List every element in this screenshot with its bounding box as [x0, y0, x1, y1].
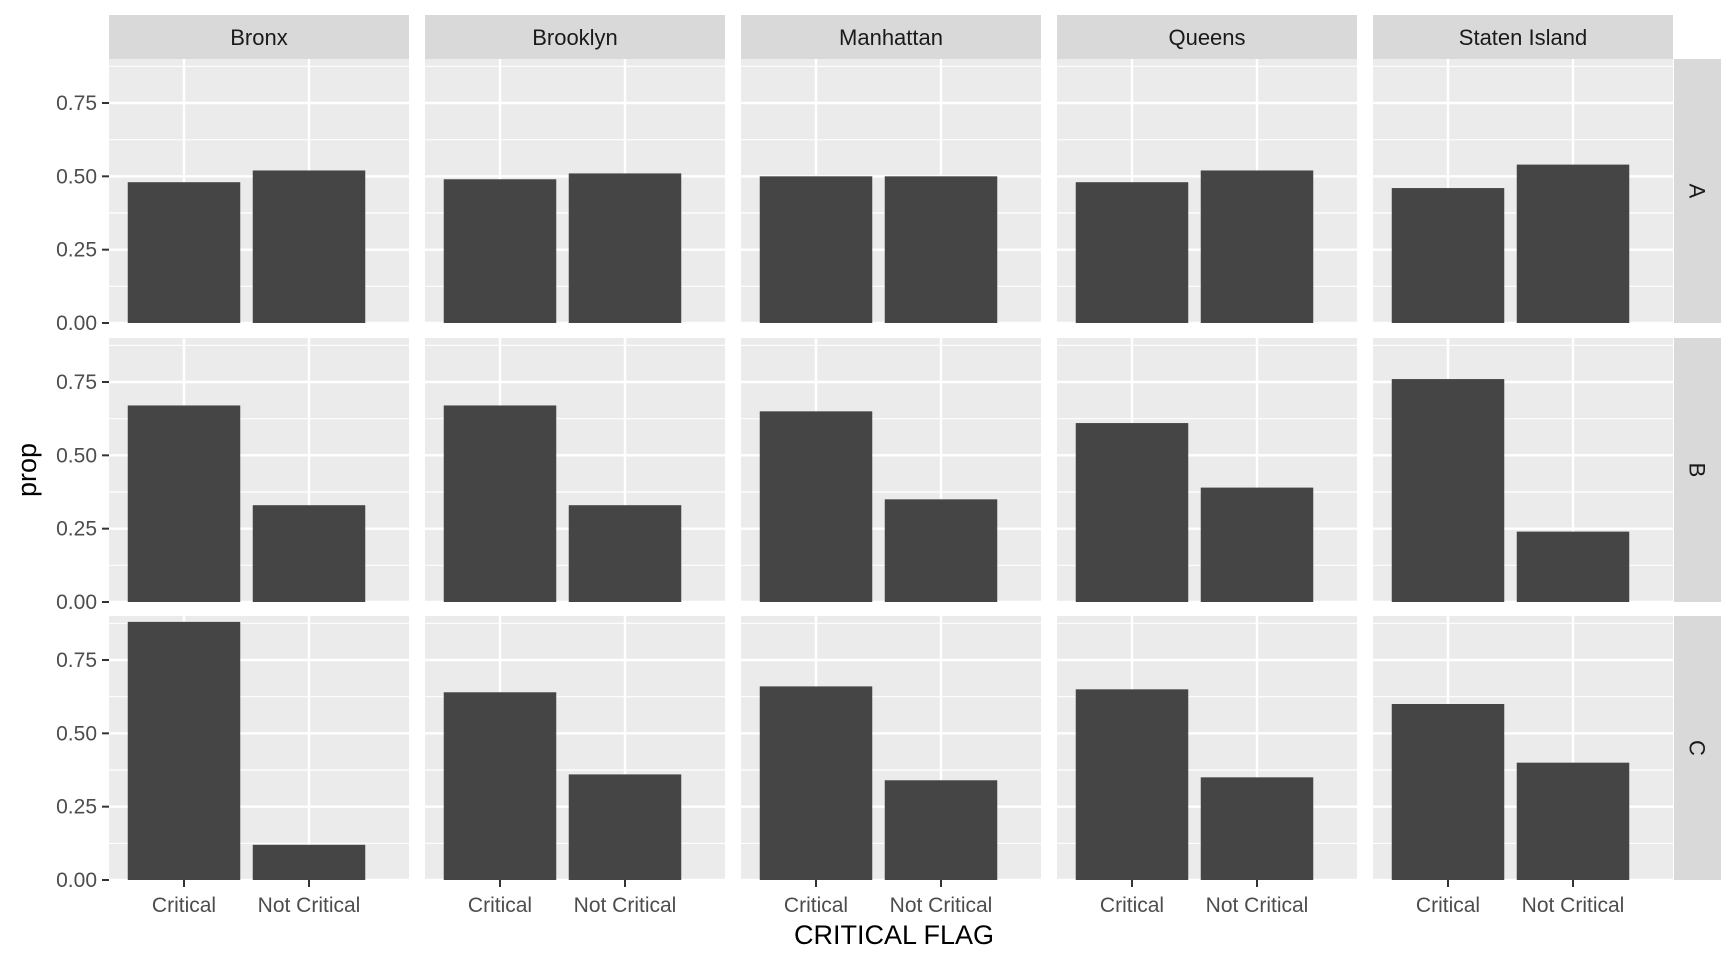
panel-queens-b — [1057, 338, 1357, 604]
x-tick-label-critical: Critical — [784, 894, 848, 917]
bar-queens-a-not-critical — [1200, 170, 1314, 323]
bar-brooklyn-b-not-critical — [568, 505, 682, 602]
bar-bronx-b-not-critical — [252, 505, 366, 602]
strip-brooklyn — [425, 15, 725, 59]
bar-manhattan-b-not-critical — [884, 499, 998, 602]
y-tick-label: 0.50 — [56, 722, 97, 745]
bar-bronx-c-critical — [127, 621, 241, 880]
x-axis-title: CRITICAL FLAG — [794, 920, 994, 950]
strip-row-a — [1674, 59, 1721, 323]
y-tick-label: 0.75 — [56, 92, 97, 115]
bar-bronx-c-not-critical — [252, 844, 366, 880]
bar-staten-island-b-critical — [1391, 379, 1505, 602]
bar-brooklyn-c-not-critical — [568, 774, 682, 880]
bar-staten-island-a-critical — [1391, 188, 1505, 323]
strip-label-queens: Queens — [1168, 25, 1245, 50]
y-tick-label: 0.00 — [56, 312, 97, 335]
bar-queens-b-not-critical — [1200, 487, 1314, 602]
strip-row-b — [1674, 338, 1721, 602]
panel-manhattan-a: Manhattan — [741, 15, 1041, 325]
x-tick-label-not-critical: Not Critical — [258, 894, 361, 917]
y-tick-label: 0.00 — [56, 591, 97, 614]
strip-manhattan — [741, 15, 1041, 59]
y-tick-label: 0.00 — [56, 869, 97, 892]
strip-label-staten-island: Staten Island — [1459, 25, 1587, 50]
x-tick-label-not-critical: Not Critical — [890, 894, 993, 917]
strip-label-manhattan: Manhattan — [839, 25, 943, 50]
strip-staten-island — [1373, 15, 1673, 59]
bar-staten-island-c-critical — [1391, 704, 1505, 880]
bar-staten-island-c-not-critical — [1516, 762, 1630, 880]
panel-queens-a: Queens — [1057, 15, 1357, 325]
panel-bronx-b: 0.00 0.25 0.50 0.75 — [56, 338, 409, 614]
bar-queens-c-critical — [1075, 689, 1189, 880]
bar-manhattan-c-not-critical — [884, 780, 998, 880]
panel-staten-island-b: B — [1373, 338, 1721, 604]
y-tick-label: 0.75 — [56, 649, 97, 672]
bar-staten-island-b-not-critical — [1516, 531, 1630, 602]
x-tick-label-critical: Critical — [152, 894, 216, 917]
bar-queens-a-critical — [1075, 182, 1189, 323]
x-tick-label-critical: Critical — [1416, 894, 1480, 917]
panel-brooklyn-a: Brooklyn — [425, 15, 725, 325]
y-tick-label: 0.25 — [56, 796, 97, 819]
strip-bronx — [109, 15, 409, 59]
strip-label-brooklyn: Brooklyn — [532, 25, 618, 50]
strip-label-bronx: Bronx — [230, 25, 287, 50]
panel-staten-island-a: Staten Island A — [1373, 15, 1721, 325]
panel-bronx-c: 0.00 0.25 0.50 0.75 Critical Not Critical — [56, 616, 409, 917]
panel-queens-c: Critical Not Critical — [1057, 616, 1357, 917]
y-tick-label: 0.50 — [56, 165, 97, 188]
y-axis-title: prop — [12, 443, 42, 497]
y-tick-label: 0.50 — [56, 444, 97, 467]
x-tick-label-not-critical: Not Critical — [1206, 894, 1309, 917]
panel-bronx-a: Bronx 0.00 0.25 0.50 0.75 — [56, 15, 409, 335]
panel-brooklyn-c: Critical Not Critical — [425, 616, 725, 917]
x-tick-label-not-critical: Not Critical — [574, 894, 677, 917]
strip-label-row-a: A — [1685, 184, 1710, 199]
x-tick-label-critical: Critical — [468, 894, 532, 917]
bar-manhattan-c-critical — [759, 686, 873, 880]
x-tick-label-critical: Critical — [1100, 894, 1164, 917]
bar-manhattan-a-not-critical — [884, 176, 998, 323]
strip-label-row-b: B — [1685, 463, 1710, 478]
bar-manhattan-b-critical — [759, 411, 873, 602]
y-tick-label: 0.25 — [56, 518, 97, 541]
panel-manhattan-c: Critical Not Critical — [741, 616, 1041, 917]
bar-brooklyn-c-critical — [443, 692, 557, 880]
bar-queens-b-critical — [1075, 423, 1189, 602]
y-tick-label: 0.75 — [56, 371, 97, 394]
bar-bronx-b-critical — [127, 405, 241, 602]
strip-label-row-c: C — [1685, 740, 1710, 756]
strip-queens — [1057, 15, 1357, 59]
strip-row-c — [1674, 616, 1721, 880]
panel-brooklyn-b — [425, 338, 725, 604]
bar-bronx-a-critical — [127, 182, 241, 323]
bar-queens-c-not-critical — [1200, 777, 1314, 880]
bar-staten-island-a-not-critical — [1516, 164, 1630, 323]
bar-brooklyn-a-not-critical — [568, 173, 682, 323]
x-tick-label-not-critical: Not Critical — [1522, 894, 1625, 917]
panel-staten-island-c: C Critical Not Critical — [1373, 616, 1721, 917]
bar-brooklyn-b-critical — [443, 405, 557, 602]
panel-manhattan-b — [741, 338, 1041, 604]
panels-layer: Bronx 0.00 0.25 0.50 0.75 Brooklyn Manhattan Qu… — [56, 15, 1721, 917]
bar-bronx-a-not-critical — [252, 170, 366, 323]
bar-manhattan-a-critical — [759, 176, 873, 323]
y-tick-label: 0.25 — [56, 239, 97, 262]
bar-brooklyn-a-critical — [443, 179, 557, 323]
